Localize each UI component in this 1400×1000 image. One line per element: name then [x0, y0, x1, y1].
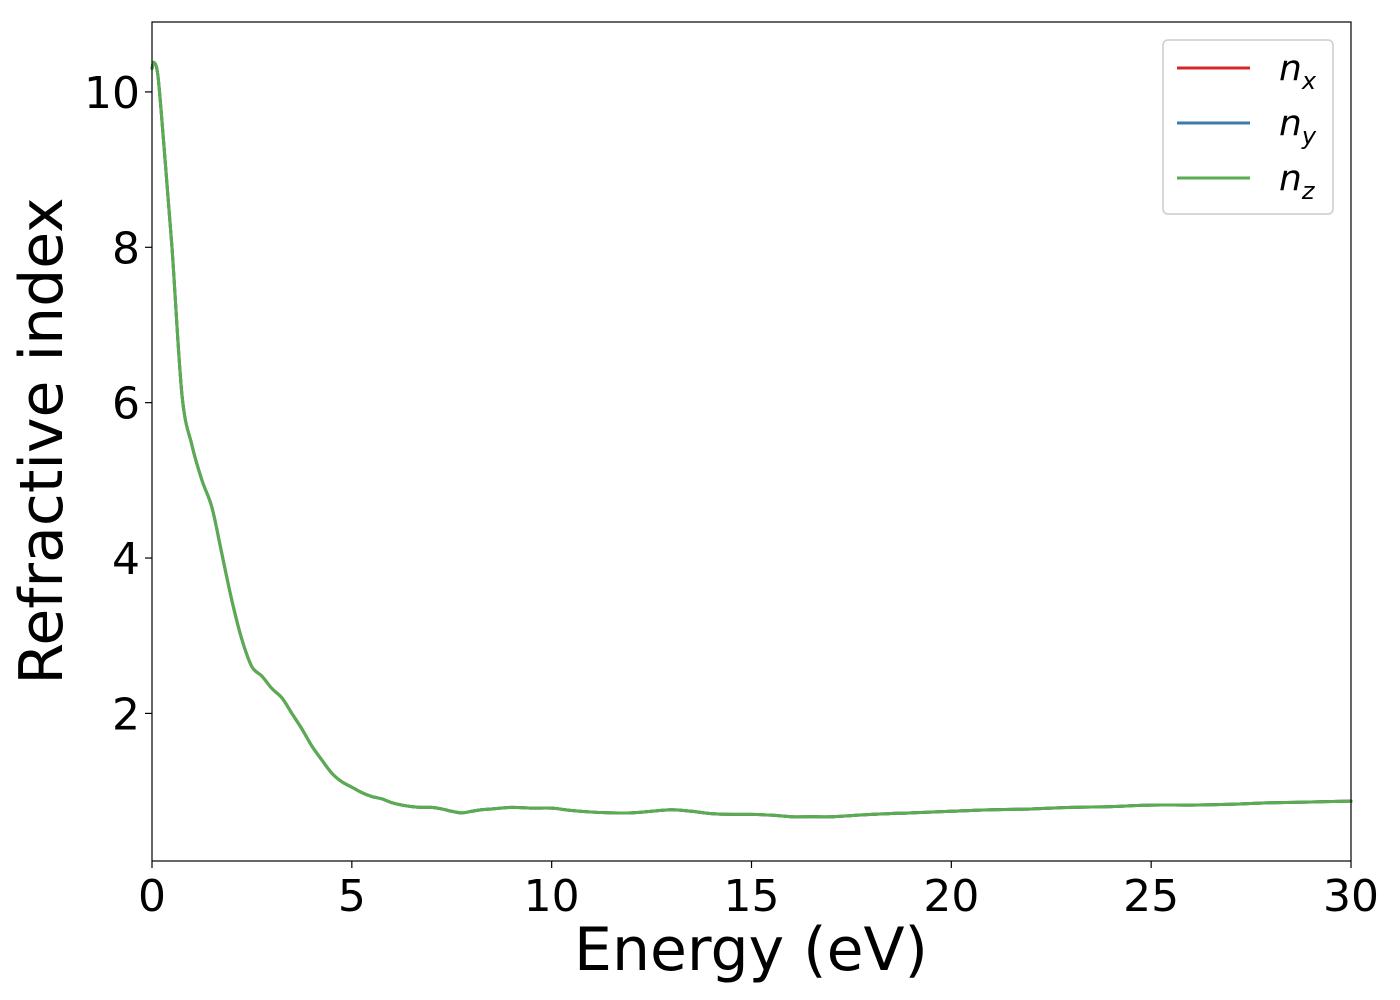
x-tick-label: 10 [524, 871, 580, 922]
legend-frame [1162, 39, 1334, 215]
y-axis-ticks: 2 4 6 8 10 [84, 68, 152, 740]
y-axis-label: Refractive index [7, 197, 77, 684]
x-tick-label: 5 [338, 871, 366, 922]
x-axis-ticks: 0 5 10 15 20 25 30 [138, 861, 1379, 922]
y-tick-label: 10 [84, 68, 140, 119]
x-tick-label: 15 [724, 871, 780, 922]
y-tick-label: 2 [112, 689, 140, 740]
y-tick-label: 4 [112, 534, 140, 585]
x-tick-label: 25 [1123, 871, 1179, 922]
series-line-3 [150, 60, 1353, 819]
x-tick-label: 20 [923, 871, 979, 922]
x-tick-label: 30 [1323, 871, 1379, 922]
y-tick-label: 6 [112, 379, 140, 430]
plot-lines [150, 60, 1353, 819]
x-axis-label: Energy (eV) [574, 915, 928, 985]
x-tick-label: 0 [138, 871, 166, 922]
y-tick-label: 8 [112, 223, 140, 274]
